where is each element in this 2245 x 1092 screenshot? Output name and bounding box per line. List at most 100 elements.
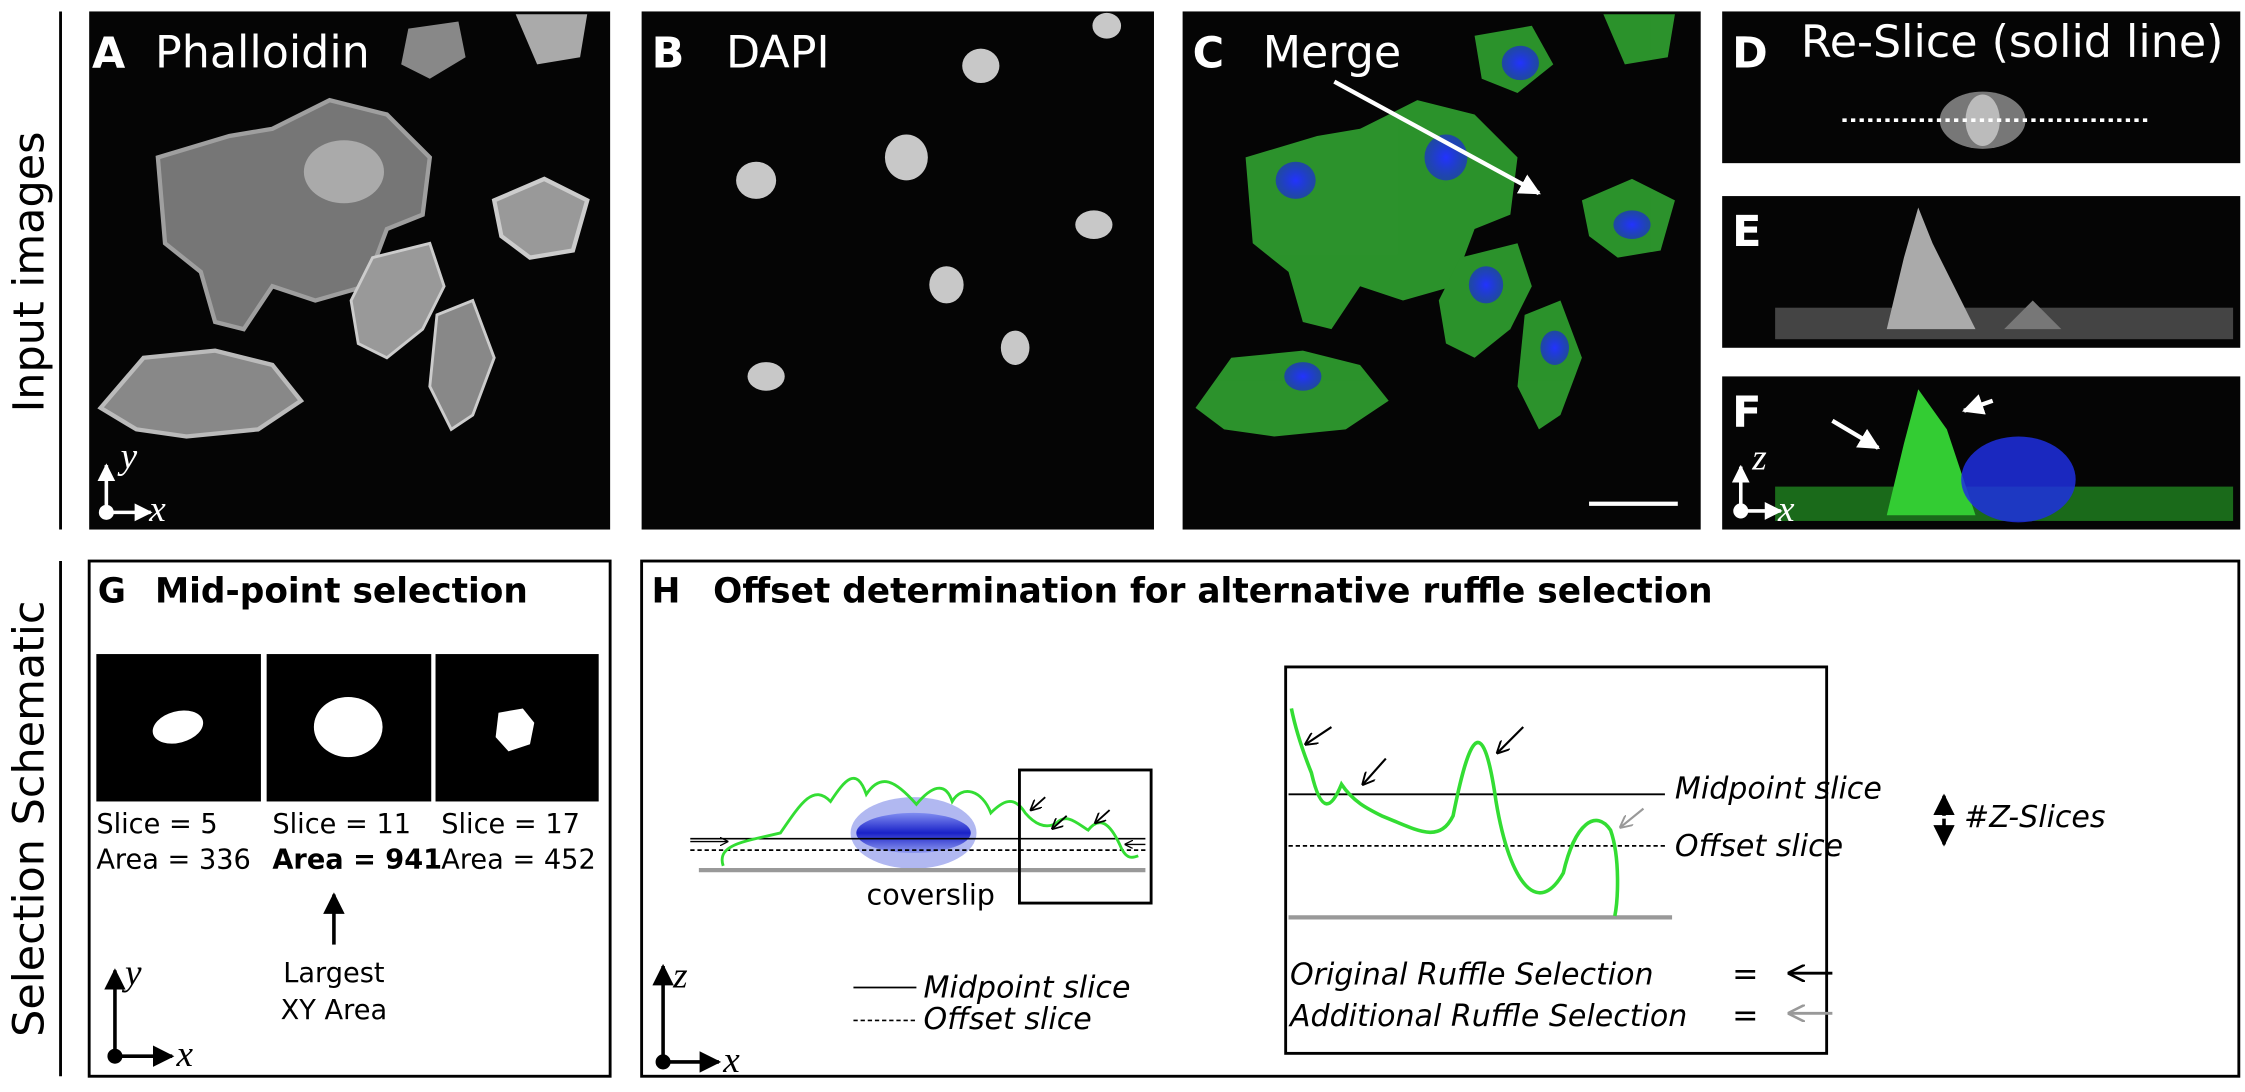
- micrograph-f-part: [1886, 389, 1976, 516]
- axis-arrows-part: [98, 504, 114, 520]
- panel-title: Phalloidin: [155, 27, 370, 78]
- micrograph-b-part: [929, 266, 964, 304]
- side-label: Selection Schematic: [4, 600, 54, 1036]
- mask-image-part: [313, 696, 383, 758]
- micrograph-b-part: [884, 134, 928, 181]
- panel-letter: A: [92, 28, 126, 78]
- axis-arrows-part: [655, 1054, 671, 1070]
- axis-label: x: [722, 1040, 740, 1081]
- micrograph-b-part: [736, 161, 777, 199]
- micrograph-b-part: [1075, 210, 1113, 240]
- key-equals: =: [1732, 957, 1758, 993]
- key-label: Original Ruffle Selection: [1290, 958, 1654, 993]
- micrograph-b-part: [747, 362, 785, 391]
- micrograph-c-part-part: [1540, 330, 1570, 365]
- slice-label: Slice = 11: [272, 809, 411, 840]
- side-label: Input images: [4, 132, 54, 413]
- mask-image-part: [152, 710, 204, 744]
- micrograph-e-part: [1775, 307, 2234, 340]
- micrograph-a-part: [491, 176, 590, 260]
- panel-title: Mid-point selection: [155, 572, 528, 612]
- micrograph-a-part: [97, 348, 305, 439]
- cell-schematic-part: [1095, 809, 1111, 823]
- key-label: Additional Ruffle Selection: [1288, 999, 1687, 1034]
- coverslip-label: coverslip: [866, 878, 995, 912]
- inset-label: Midpoint slice: [1675, 772, 1882, 807]
- mask-image-part: [495, 708, 535, 752]
- micrograph-b-part: [1092, 12, 1122, 39]
- area-label: Area = 941: [272, 845, 442, 876]
- inset-schematic-part: [1306, 726, 1333, 744]
- axis-label: x: [148, 489, 166, 530]
- axis-arrows: [652, 963, 722, 1073]
- micrograph-b-part: [962, 48, 1000, 84]
- panel-letter: D: [1732, 28, 1768, 78]
- micrograph-a-part: [515, 14, 588, 65]
- slice-label: Slice = 17: [441, 809, 580, 840]
- panel-letter: F: [1732, 387, 1761, 437]
- micrograph-f-part: [1731, 464, 1783, 520]
- micrograph-c-part-part: [1195, 350, 1389, 437]
- micrograph-a-part: [401, 21, 466, 79]
- axis-label: x: [1777, 489, 1795, 530]
- panel-letter: H: [652, 572, 681, 612]
- panel-frame: [87, 559, 612, 1078]
- micrograph-d: [1722, 11, 2241, 164]
- micrograph-c-part-part: [1501, 45, 1539, 81]
- micrograph-a: [89, 11, 611, 530]
- panel-letter: B: [652, 28, 685, 78]
- axis-label: y: [117, 436, 138, 477]
- micrograph-a-part: [349, 241, 446, 360]
- micrograph-b: [641, 11, 1154, 530]
- area-label: Area = 452: [441, 845, 596, 876]
- micrograph-c-part-part: [1284, 362, 1322, 391]
- cell-schematic-part: [1018, 768, 1153, 905]
- micrograph-f: [1722, 376, 2241, 530]
- micrograph-e-part: [1886, 207, 1976, 330]
- axis-label: x: [175, 1034, 193, 1075]
- micrograph-f-part: [1831, 418, 1881, 450]
- note: Largest: [283, 958, 385, 989]
- micrograph-e-part: [2004, 300, 2062, 330]
- micrograph-c-part-part: [1613, 210, 1651, 240]
- panel-letter: E: [1732, 207, 1761, 257]
- panel-title: Merge: [1263, 27, 1401, 78]
- micrograph-c: [1182, 11, 1701, 530]
- inset-schematic-part: [1621, 807, 1645, 828]
- inset-schematic-part: [1289, 708, 1620, 917]
- cell-schematic-part: [720, 777, 1139, 867]
- micrograph-b-part: [1000, 330, 1030, 365]
- panel-letter: C: [1193, 28, 1225, 78]
- panel-frame: [640, 559, 2241, 1078]
- micrograph-c-part: [1275, 45, 1651, 391]
- micrograph-c-part: [1333, 79, 1541, 196]
- inset-schematic-part: [1497, 726, 1524, 753]
- micrograph-a-part: [428, 298, 496, 432]
- inset-frame: [1284, 665, 1829, 1055]
- axis-arrows: [97, 463, 153, 522]
- mask-image: [96, 654, 599, 802]
- axis-arrows-part: [107, 1048, 123, 1064]
- axis-label: z: [1751, 437, 1766, 478]
- micrograph-c-part-part: [1275, 161, 1316, 199]
- cell-schematic: [690, 768, 1153, 905]
- area-label: Area = 336: [96, 845, 251, 876]
- panel-letter: G: [98, 572, 126, 612]
- key-equals: =: [1732, 998, 1758, 1034]
- axis-arrows: [104, 968, 175, 1067]
- micrograph-c-part-part: [1517, 300, 1582, 430]
- micrograph-f-part-part: [1733, 503, 1749, 519]
- note: XY Area: [281, 995, 387, 1026]
- micrograph-a-part: [303, 140, 385, 204]
- legend-label: Midpoint slice: [924, 971, 1131, 1006]
- inset-schematic: [1288, 708, 1955, 1013]
- micrograph-f-part: [1961, 436, 2076, 523]
- cell-schematic-part: [1052, 815, 1068, 829]
- cell-schematic-part: [856, 812, 971, 853]
- panel-title: Re-Slice (solid line): [1801, 17, 2224, 68]
- panel-title: Offset determination for alternative ruf…: [713, 572, 1712, 612]
- panel-title: DAPI: [726, 27, 830, 78]
- inset-schematic-part: [1363, 757, 1387, 785]
